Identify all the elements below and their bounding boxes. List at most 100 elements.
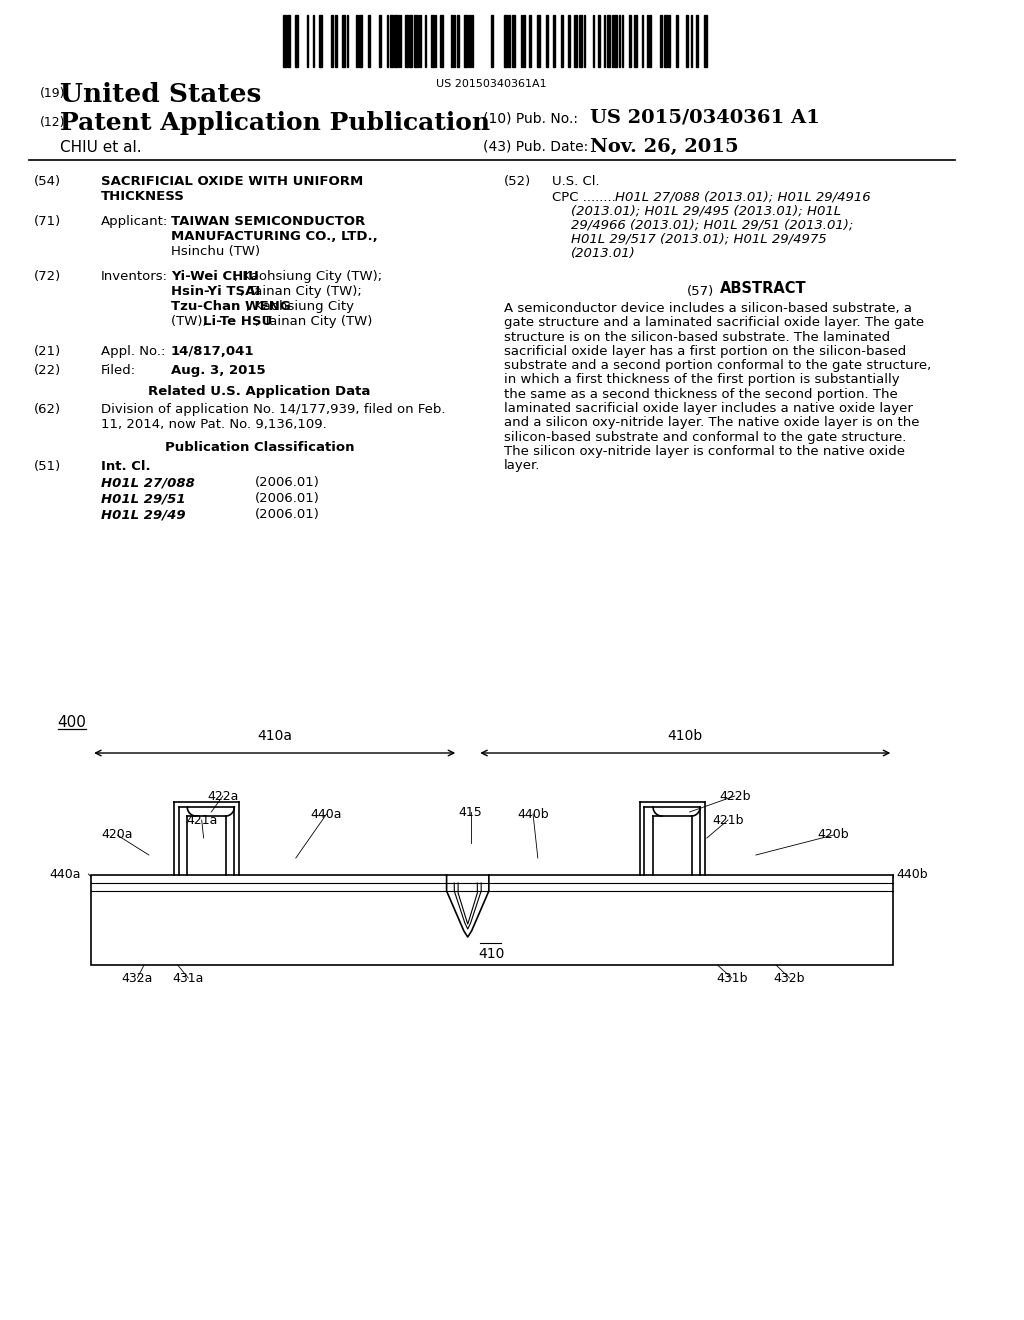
Text: H01L 29/49: H01L 29/49 [100,508,185,521]
Text: (43) Pub. Date:: (43) Pub. Date: [483,140,589,154]
Text: , Tainan City (TW);: , Tainan City (TW); [240,285,361,298]
Text: 432a: 432a [122,972,153,985]
Bar [607,15,610,67]
Text: (72): (72) [34,271,60,282]
Bar [537,15,540,67]
Text: layer.: layer. [504,459,541,473]
Bar [703,15,707,67]
Bar [613,15,616,67]
Text: H01L 27/088 (2013.01); H01L 29/4916: H01L 27/088 (2013.01); H01L 29/4916 [614,191,870,205]
Bar [394,15,396,67]
Bar [490,15,493,67]
Bar [406,15,409,67]
Text: , Kaohsiung City (TW);: , Kaohsiung City (TW); [234,271,383,282]
Text: THICKNESS: THICKNESS [100,190,184,203]
Bar [508,15,510,67]
Text: (54): (54) [34,176,60,187]
Bar [318,15,322,67]
Text: (22): (22) [34,364,60,378]
Text: Publication Classification: Publication Classification [165,441,354,454]
Text: sacrificial oxide layer has a first portion on the silicon-based: sacrificial oxide layer has a first port… [504,345,906,358]
Text: 410: 410 [478,946,505,961]
Bar [390,15,393,67]
Text: (10) Pub. No.:: (10) Pub. No.: [483,111,579,125]
Text: 440a: 440a [49,867,81,880]
Bar [452,15,454,67]
Text: (2006.01): (2006.01) [255,508,319,521]
Text: (62): (62) [34,403,60,416]
Text: H01L 29/51: H01L 29/51 [100,492,185,506]
Text: The silicon oxy-nitride layer is conformal to the native oxide: The silicon oxy-nitride layer is conform… [504,445,905,458]
Bar [472,15,473,67]
Bar [598,15,600,67]
Bar [634,15,637,67]
Text: (19): (19) [40,87,66,100]
Text: H01L 29/517 (2013.01); H01L 29/4975: H01L 29/517 (2013.01); H01L 29/4975 [571,234,827,246]
Bar [629,15,631,67]
Bar [696,15,698,67]
Text: 422b: 422b [719,789,751,803]
Bar [464,15,467,67]
Text: , Tainan City (TW): , Tainan City (TW) [255,315,372,327]
Text: 410a: 410a [257,729,292,743]
Text: United States: United States [59,82,261,107]
Text: Inventors:: Inventors: [100,271,168,282]
Bar [287,15,290,67]
Text: Hsin-Yi TSAI: Hsin-Yi TSAI [171,285,260,298]
Bar [342,15,345,67]
Bar [580,15,582,67]
Text: 14/817,041: 14/817,041 [171,345,254,358]
Bar [574,15,578,67]
Bar [523,15,525,67]
Bar [457,15,459,67]
Text: 422a: 422a [207,789,239,803]
Text: 29/4966 (2013.01); H01L 29/51 (2013.01);: 29/4966 (2013.01); H01L 29/51 (2013.01); [571,219,854,232]
Text: Aug. 3, 2015: Aug. 3, 2015 [171,364,265,378]
Bar [295,15,298,67]
Text: (2013.01); H01L 29/495 (2013.01); H01L: (2013.01); H01L 29/495 (2013.01); H01L [571,205,842,218]
Bar [91,875,893,965]
Text: 440b: 440b [517,808,549,821]
Text: in which a first thickness of the first portion is substantially: in which a first thickness of the first … [504,374,900,387]
Text: (TW);: (TW); [171,315,211,327]
Bar [332,15,333,67]
Text: TAIWAN SEMICONDUCTOR: TAIWAN SEMICONDUCTOR [171,215,366,228]
Text: Int. Cl.: Int. Cl. [100,459,151,473]
Text: Applicant:: Applicant: [100,215,168,228]
Bar [440,15,442,67]
Bar [553,15,555,67]
Text: 400: 400 [57,715,86,730]
Bar [686,15,688,67]
Text: (2013.01): (2013.01) [571,247,636,260]
Bar [642,15,643,67]
Bar [431,15,434,67]
Text: the same as a second thickness of the second portion. The: the same as a second thickness of the se… [504,388,898,401]
Text: , Kaohsiung City: , Kaohsiung City [246,300,354,313]
Text: structure is on the silicon-based substrate. The laminated: structure is on the silicon-based substr… [504,330,890,343]
Text: 421a: 421a [186,813,217,826]
Bar [512,15,515,67]
Text: (71): (71) [34,215,60,228]
Text: CHIU et al.: CHIU et al. [59,140,141,154]
Bar [284,15,286,67]
Text: Yi-Wei CHIU: Yi-Wei CHIU [171,271,259,282]
Text: Division of application No. 14/177,939, filed on Feb.: Division of application No. 14/177,939, … [100,403,445,416]
Text: (2006.01): (2006.01) [255,492,319,506]
Bar [659,15,662,67]
Bar [504,15,507,67]
Text: MANUFACTURING CO., LTD.,: MANUFACTURING CO., LTD., [171,230,378,243]
Text: Hsinchu (TW): Hsinchu (TW) [171,246,260,257]
Text: and a silicon oxy-nitride layer. The native oxide layer is on the: and a silicon oxy-nitride layer. The nat… [504,416,920,429]
Bar [676,15,678,67]
Text: US 2015/0340361 A1: US 2015/0340361 A1 [590,108,819,125]
Text: (21): (21) [34,345,60,358]
Text: 421b: 421b [713,813,743,826]
Text: Nov. 26, 2015: Nov. 26, 2015 [590,139,738,156]
Bar [649,15,651,67]
Text: 420b: 420b [818,829,850,842]
Bar [379,15,381,67]
Text: silicon-based substrate and conformal to the gate structure.: silicon-based substrate and conformal to… [504,430,906,444]
Text: A semiconductor device includes a silicon-based substrate, a: A semiconductor device includes a silico… [504,302,912,315]
Text: Tzu-Chan WENG: Tzu-Chan WENG [171,300,291,313]
Bar [335,15,337,67]
